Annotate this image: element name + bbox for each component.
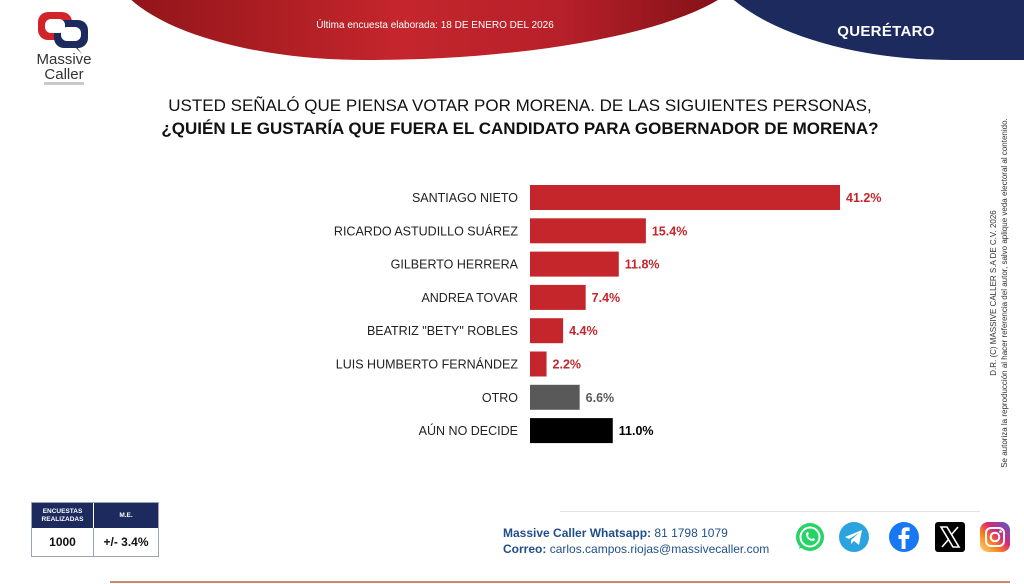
speech-bubbles-logo-icon	[38, 12, 88, 54]
category-label: LUIS HUMBERTO FERNÁNDEZ	[336, 357, 519, 372]
category-label: ANDREA TOVAR	[421, 291, 518, 305]
value-label: 6.6%	[586, 391, 615, 405]
logo-line1: Massive	[36, 51, 92, 68]
category-label: RICARDO ASTUDILLO SUÁREZ	[334, 223, 518, 238]
email-label: Correo:	[503, 542, 547, 556]
category-label: GILBERTO HERRERA	[391, 258, 519, 272]
telegram-icon[interactable]	[838, 521, 870, 553]
stats-header-surveys: ENCUESTAS REALIZADAS	[32, 503, 94, 528]
whatsapp-icon[interactable]	[794, 521, 826, 553]
category-label: SANTIAGO NIETO	[412, 191, 518, 205]
state-title: QUERÉTARO	[837, 23, 935, 40]
category-label: BEATRIZ "BETY" ROBLES	[367, 324, 518, 338]
category-label: AÚN NO DECIDE	[419, 423, 518, 438]
question-line-1: USTED SEÑALÓ QUE PIENSA VOTAR POR MORENA…	[168, 96, 872, 115]
survey-date: Última encuesta elaborada: 18 DE ENERO D…	[316, 20, 554, 31]
stats-value-margin: +/- 3.4%	[103, 535, 149, 549]
value-label: 7.4%	[592, 291, 621, 305]
whatsapp-number[interactable]: 81 1798 1079	[654, 526, 728, 540]
divider	[560, 511, 980, 512]
copyright-line-2: Se autoriza la reproducción al hacer ref…	[1000, 118, 1009, 468]
value-label: 41.2%	[846, 191, 881, 205]
contact-email: Correo: carlos.campos.riojas@massivecall…	[503, 542, 769, 556]
logo-line2: Caller	[44, 66, 84, 83]
bar	[530, 185, 840, 210]
copyright-vertical: D.R. (C) MASSIVE CALLER S.A DE C.V. 2026…	[988, 98, 1012, 488]
stats-value-surveys: 1000	[32, 528, 94, 556]
stats-header-margin: M.E.	[119, 511, 133, 519]
bar	[530, 284, 586, 310]
value-label: 4.4%	[569, 324, 598, 338]
whatsapp-label: Massive Caller Whatsapp:	[503, 526, 652, 540]
value-label: 2.2%	[553, 358, 582, 372]
bar	[530, 318, 564, 344]
bar	[530, 218, 646, 244]
question-line-2: ¿QUIÉN LE GUSTARÍA QUE FUERA EL CANDIDAT…	[161, 119, 879, 138]
value-label: 11.8%	[625, 258, 660, 272]
bar	[530, 251, 619, 277]
value-label: 15.4%	[652, 224, 687, 238]
category-label: OTRO	[482, 391, 518, 405]
bar	[530, 351, 547, 377]
logo-wordmark: Massive Caller	[24, 52, 104, 82]
x-icon[interactable]	[934, 521, 966, 553]
bar	[530, 418, 613, 444]
survey-stats-table: ENCUESTAS REALIZADAS M.E. 1000 +/- 3.4%	[31, 502, 159, 557]
copyright-line-1: D.R. (C) MASSIVE CALLER S.A DE C.V. 2026	[989, 210, 998, 376]
instagram-icon[interactable]	[979, 521, 1011, 553]
contact-whatsapp: Massive Caller Whatsapp: 81 1798 1079	[503, 526, 728, 540]
email-address[interactable]: carlos.campos.riojas@massivecaller.com	[549, 542, 770, 556]
footer-rule	[110, 581, 1010, 583]
facebook-icon[interactable]	[888, 521, 920, 553]
logo-tagline-decoration	[44, 82, 84, 85]
value-label: 11.0%	[619, 424, 654, 438]
bar	[530, 384, 580, 410]
